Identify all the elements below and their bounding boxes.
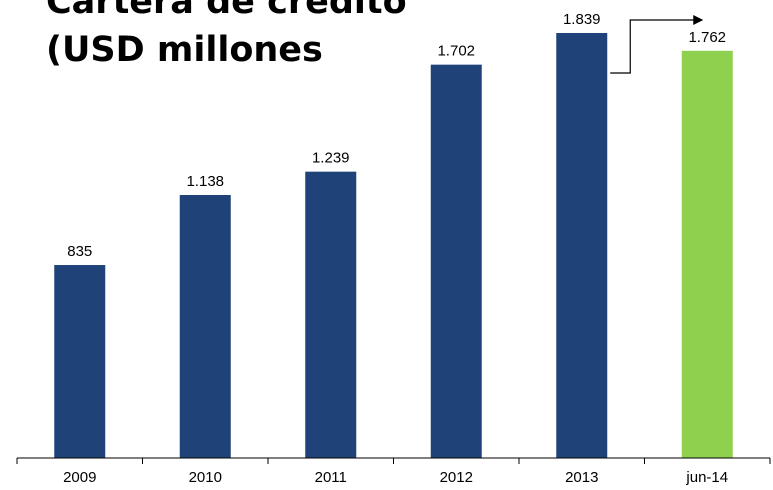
connector-line	[610, 19, 698, 74]
data-label: 1.702	[437, 43, 475, 60]
bar	[556, 33, 608, 458]
arrow-head	[693, 15, 704, 25]
x-tick-label: 2013	[565, 469, 598, 486]
x-tick-label: jun-14	[685, 469, 728, 486]
bar	[681, 50, 733, 459]
chart-title-line1: Cartera de credito	[46, 0, 407, 22]
bar	[179, 195, 231, 459]
x-tick-label: 2011	[315, 469, 347, 486]
data-label: 1.762	[688, 29, 726, 46]
bar	[305, 171, 357, 458]
x-tick-label: 2010	[189, 469, 222, 486]
data-label: 835	[67, 243, 92, 260]
chart-title: Cartera de credito (USD millones	[46, 0, 407, 74]
data-label: 1.239	[312, 150, 350, 167]
x-tick-label: 2009	[63, 469, 96, 486]
data-label: 1.839	[563, 11, 601, 28]
chart-title-line2: (USD millones	[46, 30, 323, 70]
x-tick-label: 2012	[440, 469, 473, 486]
bar	[430, 64, 482, 459]
data-label: 1.138	[186, 173, 224, 190]
bar	[54, 265, 106, 458]
